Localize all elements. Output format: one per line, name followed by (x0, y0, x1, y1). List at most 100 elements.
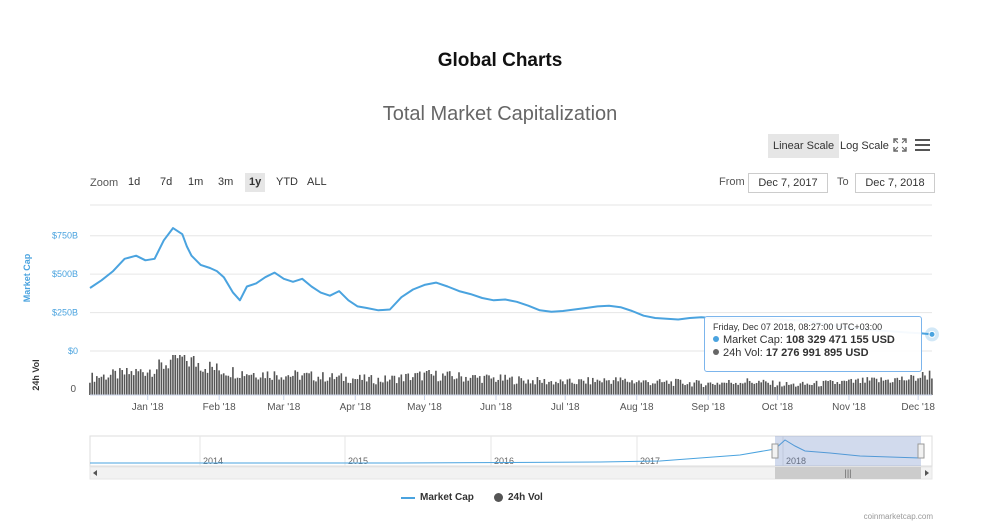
volume-bar (887, 379, 889, 395)
scroll-left-icon[interactable] (93, 470, 97, 476)
volume-bar (144, 375, 147, 395)
volume-bar (195, 366, 197, 395)
volume-bar (372, 383, 375, 395)
volume-bar (126, 367, 128, 395)
volume-bar (910, 374, 912, 395)
market-cap-line-icon (401, 496, 415, 499)
volume-bar (848, 379, 850, 395)
volume-bar (215, 363, 218, 395)
volume-bar (382, 382, 384, 395)
tooltip-volume-label: 24h Vol: (723, 347, 763, 359)
volume-bar (522, 380, 525, 395)
volume-bar (529, 383, 532, 395)
menu-icon[interactable] (915, 139, 930, 151)
from-date-input[interactable]: Dec 7, 2017 (748, 173, 828, 193)
volume-bar (894, 378, 896, 395)
volume-bar (266, 371, 269, 395)
zoom-button-1d[interactable]: 1d (128, 176, 141, 188)
volume-bar (160, 362, 163, 395)
navigator-frame (89, 435, 933, 467)
volume-bar (624, 378, 626, 395)
navigator-handle[interactable] (917, 443, 925, 459)
volume-bar (760, 382, 762, 395)
volume-bar (432, 375, 435, 395)
volume-bar (658, 379, 661, 395)
volume-bar (335, 376, 338, 395)
volume-bar (850, 378, 852, 395)
zoom-button-all[interactable]: ALL (307, 176, 327, 188)
volume-bar (774, 387, 776, 395)
volume-bar (158, 359, 160, 395)
volume-bar (668, 383, 670, 395)
scroll-right-icon[interactable] (925, 470, 929, 476)
volume-bar (647, 382, 649, 395)
volume-bar (322, 372, 324, 395)
volume-bar (467, 380, 470, 395)
to-label: To (837, 176, 849, 188)
linear-scale-button[interactable]: Linear Scale (768, 134, 840, 158)
volume-bar (645, 380, 647, 395)
volume-bar (474, 375, 476, 395)
y-axis-title: Market Cap (22, 253, 32, 302)
zoom-button-1y[interactable]: 1y (245, 173, 266, 192)
volume-bar (603, 378, 606, 395)
volume-bar (820, 386, 822, 395)
volume-bar (391, 375, 393, 395)
volume-bar (891, 382, 894, 395)
volume-bar (716, 382, 719, 395)
volume-bar (691, 386, 693, 395)
volume-bar (638, 380, 640, 395)
volume-bar (781, 386, 783, 395)
volume-bar (262, 372, 264, 395)
legend-volume[interactable]: 24h Vol (494, 492, 543, 503)
x-tick-label: May '18 (407, 402, 442, 413)
zoom-button-7d[interactable]: 7d (160, 176, 173, 188)
volume-bar (748, 380, 751, 395)
volume-bar (462, 381, 465, 395)
navigator-handle[interactable] (771, 443, 779, 459)
navigator-year-label: 2018 (786, 456, 806, 466)
navigator-year-label: 2014 (203, 456, 223, 466)
volume-bar (679, 379, 682, 395)
volume-bar (308, 373, 310, 395)
volume-bar (578, 379, 580, 395)
zoom-button-ytd[interactable]: YTD (276, 176, 298, 188)
to-date-input[interactable]: Dec 7, 2018 (855, 173, 935, 193)
log-scale-button[interactable]: Log Scale (840, 140, 889, 152)
volume-bar (485, 374, 488, 395)
volume-bar (273, 371, 276, 395)
volume-bar (804, 384, 806, 395)
volume-bar (884, 379, 887, 395)
volume-bar (220, 374, 223, 395)
volume-bar (329, 377, 331, 395)
x-tick-label: Sep '18 (691, 402, 725, 413)
volume-bar (414, 373, 416, 395)
volume-bar (239, 378, 241, 395)
zoom-button-1m[interactable]: 1m (188, 176, 204, 188)
navigator-selection[interactable] (775, 436, 921, 466)
volume-bar (206, 372, 209, 395)
volume-bar (746, 378, 749, 395)
volume-axis-title: 24h Vol (31, 359, 41, 390)
volume-bar (681, 383, 684, 395)
volume-bar (236, 377, 239, 395)
volume-bar (582, 380, 585, 395)
volume-bar (709, 382, 712, 395)
volume-bar (490, 378, 493, 395)
volume-bar (448, 371, 451, 395)
volume-bar (460, 376, 463, 395)
fullscreen-icon[interactable] (893, 138, 907, 152)
x-tick-label: Nov '18 (832, 402, 866, 413)
legend-market-cap[interactable]: Market Cap (401, 492, 474, 503)
volume-bar (649, 385, 652, 395)
scrollbar-thumb[interactable] (775, 467, 921, 479)
volume-bar (405, 373, 407, 395)
volume-bar (808, 384, 811, 395)
volume-bar (896, 377, 899, 395)
scrollbar-track[interactable] (89, 466, 933, 480)
credit-link[interactable]: coinmarketcap.com (863, 512, 933, 521)
volume-bar (100, 376, 103, 395)
zoom-button-3m[interactable]: 3m (218, 176, 234, 188)
volume-bar (758, 380, 760, 395)
